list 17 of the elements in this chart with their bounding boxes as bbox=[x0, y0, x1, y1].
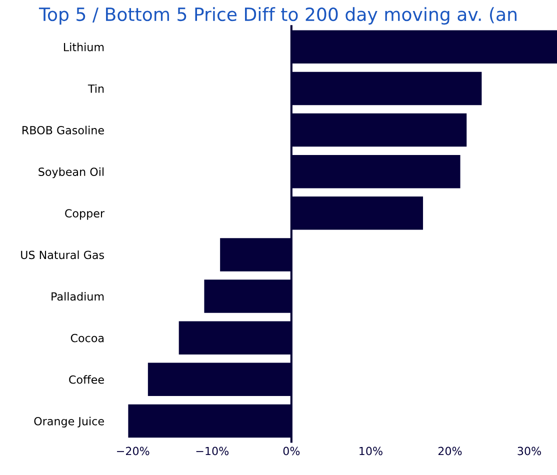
y-tick-label: Soybean Oil bbox=[38, 167, 104, 178]
y-tick-label: Palladium bbox=[52, 292, 104, 301]
y-tick-label: Cocoa bbox=[70, 334, 104, 342]
x-tick-label: −20% bbox=[117, 446, 150, 456]
y-tick-label: Coffee bbox=[69, 375, 104, 384]
y-tick-label: US Natural Gas bbox=[21, 250, 104, 260]
x-tick-label: 30% bbox=[518, 446, 541, 456]
chart-title: Top 5 / Bottom 5 Price Diff to 200 day moving av. (an bbox=[38, 7, 516, 25]
y-tick-label: Lithium bbox=[64, 42, 104, 52]
y-tick-label: RBOB Gasoline bbox=[22, 126, 104, 134]
y-tick-label: Orange Juice bbox=[34, 416, 104, 428]
y-tick-label: Copper bbox=[65, 209, 105, 220]
x-tick-label: 20% bbox=[438, 446, 462, 456]
y-tick-label: Tin bbox=[88, 84, 104, 93]
x-tick-label: 0% bbox=[283, 446, 300, 456]
x-tick-label: −10% bbox=[196, 446, 229, 456]
x-tick-label: 10% bbox=[360, 446, 382, 456]
